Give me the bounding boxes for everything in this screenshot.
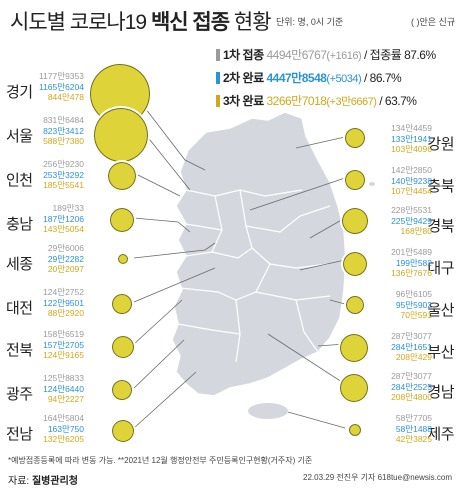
region-chungnam: 충남 189만33 187만1206 143만5054: [6, 203, 84, 234]
circle-chungbuk: [343, 168, 367, 192]
leader-incheon: [133, 172, 181, 197]
jeju-shape: [248, 403, 288, 419]
leader-daejeon: [133, 267, 216, 303]
circle-chungnam: [108, 206, 136, 234]
summary-second-dose: 2차 완료 4447만8548(+5034) / 86.7%: [216, 69, 402, 86]
circle-seoul: [92, 106, 150, 164]
circle-jeju: [347, 422, 363, 438]
summary-first-dose: 1차 접종 4494만6767(+1616) / 접종률 87.6%: [216, 46, 436, 63]
leader-chungbuk: [249, 177, 346, 211]
region-jeju: 제주 58만7705 58만1488 42만3825: [395, 413, 455, 444]
circle-gangwon: [343, 126, 367, 150]
unit-note: 단위: 명, 0시 기준: [276, 17, 344, 27]
circle-gyeongnam: [338, 372, 370, 404]
bar-swatch: [216, 49, 220, 61]
region-jeonbuk: 전북 158만6519 157만2705 124만9165: [6, 329, 84, 360]
leader-chungnam: [133, 217, 191, 233]
leader-sejong: [133, 242, 216, 259]
region-gyeonggi: 경기 1177만9353 1165만6204 844만478: [6, 71, 84, 102]
region-busan: 부산 287만3077 284만1651 208만429: [391, 331, 454, 362]
source: 자료: 질병관리청: [8, 476, 78, 487]
region-daegu: 대구 201만5489 199만582 136만7676: [391, 247, 454, 278]
footnote: *예방접종등록에 따라 변동 가능. **2021년 12월 행정안전부 주민등…: [8, 456, 313, 465]
region-sejong: 세종 29만6006 29만2282 20만2097: [6, 243, 84, 274]
bar-swatch: [216, 72, 220, 84]
region-chungbuk: 충북 142만2850 140만9238 107만4454: [391, 165, 454, 196]
leader-gwangju: [133, 339, 185, 389]
region-ulsan: 울산 96만6105 95만5902 70만591: [395, 289, 455, 320]
circle-ulsan: [344, 294, 366, 316]
leader-gyeongbuk: [309, 217, 346, 239]
leader-jeju: [287, 411, 346, 429]
legend-note: ( )안은 신규: [411, 17, 456, 27]
leader-jeonnam: [133, 371, 197, 429]
region-gyeongbuk: 경북 228만5531 225만9429 168만80: [391, 205, 454, 236]
circle-incheon: [106, 160, 138, 192]
region-gwangju: 광주 125만8833 124만6440 94만2227: [6, 373, 84, 404]
leader-ulsan: [329, 299, 346, 305]
circle-jeonnam: [110, 418, 136, 444]
circle-gwangju: [110, 378, 134, 402]
leader-daegu: [299, 259, 346, 271]
leader-gyeongnam: [267, 333, 346, 385]
region-gyeongnam: 경남 287만3077 284만2525 208만4800: [391, 371, 454, 402]
province-borders: [177, 189, 331, 363]
circle-busan: [338, 332, 370, 364]
page-title: 시도별 코로나19 백신 접종 현황: [10, 11, 272, 34]
leader-seoul: [141, 129, 191, 191]
circle-jeonbuk: [110, 334, 136, 360]
leader-gangwon: [295, 136, 346, 149]
summary-third-dose: 3차 완료 3266만7018(+3만6667) / 63.7%: [216, 92, 417, 109]
region-jeonnam: 전남 164만5804 163만750 132만6205: [6, 413, 84, 444]
bar-swatch: [216, 95, 220, 107]
region-daejeon: 대전 124만2752 122만9501 88만2920: [6, 287, 84, 318]
circle-daegu: [341, 250, 369, 278]
circle-sejong: [116, 252, 130, 266]
leader-jeonbuk: [133, 299, 183, 345]
ulleung-shape: [369, 182, 375, 186]
region-seoul: 서울 831만6484 823만3412 588만7380: [6, 115, 84, 146]
region-incheon: 인천 256만9230 253만3292 185만5541: [6, 159, 84, 190]
circle-daejeon: [110, 292, 134, 316]
leader-gyeonggi: [141, 103, 206, 171]
circle-gyeongbuk: [340, 206, 370, 236]
credit: 22.03.29 전진우 기자 618tue@newsis.com: [303, 473, 452, 482]
region-gangwon: 강원 134만4459 133만1941 103만4096: [391, 123, 454, 154]
